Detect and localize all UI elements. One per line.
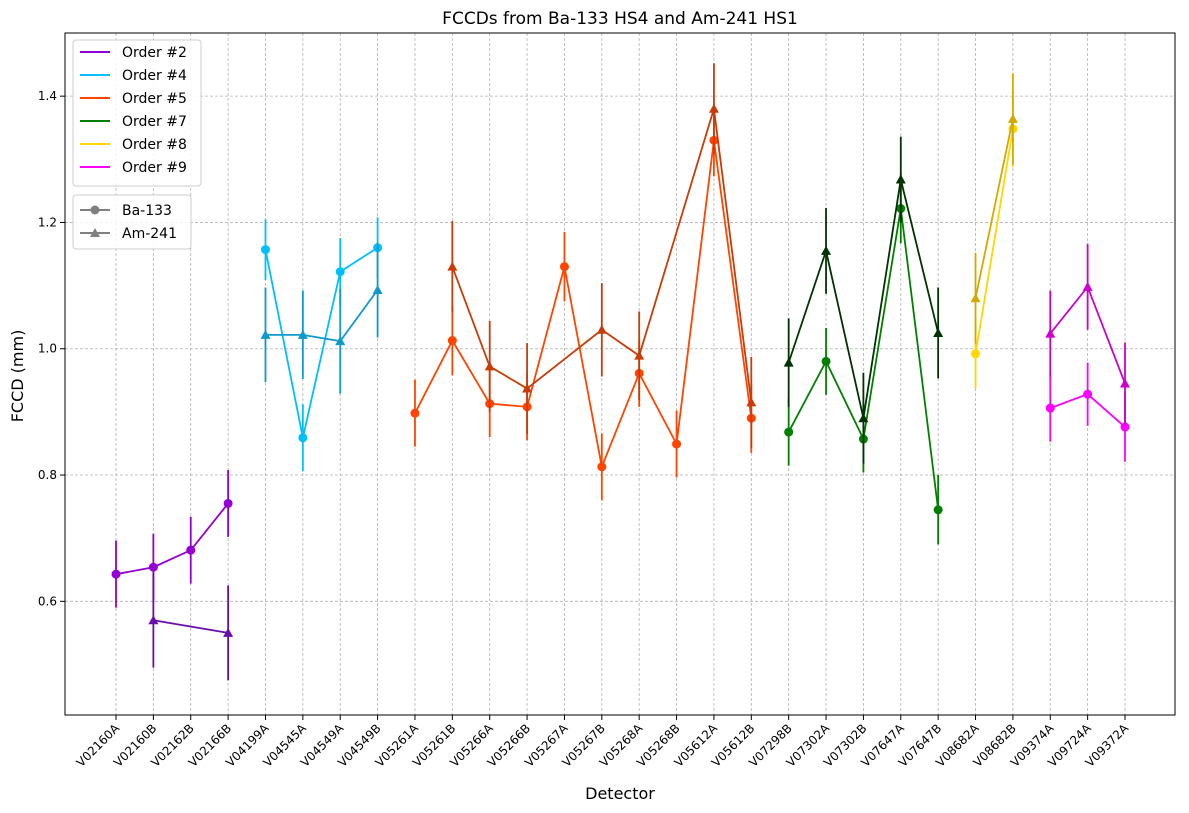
y-tick-label: 0.6 — [38, 594, 57, 608]
series-4-am-241 — [260, 242, 383, 394]
series-7-am-241 — [783, 136, 944, 464]
y-tick-label: 1.0 — [38, 342, 57, 356]
data-point — [933, 505, 943, 515]
data-point — [148, 615, 159, 625]
legend-orders-box — [72, 39, 202, 187]
data-point — [970, 293, 981, 303]
data-point — [821, 245, 832, 255]
data-point — [895, 174, 906, 184]
data-point — [672, 439, 682, 449]
data-point — [821, 356, 831, 366]
y-tick-label: 1.2 — [38, 215, 57, 229]
series-5-ba-133 — [410, 104, 756, 501]
legend-marker — [90, 205, 100, 215]
legend-marker — [90, 228, 100, 237]
data-point — [186, 545, 196, 555]
legend-label: Order #5 — [122, 91, 187, 107]
x-ticks: V02160AV02160BV02162BV02166BV04199AV0454… — [74, 715, 1132, 770]
legend-label: Am-241 — [122, 226, 177, 242]
series-line — [153, 619, 229, 634]
series-line — [974, 128, 1014, 354]
legend-label: Ba-133 — [122, 203, 172, 219]
data-point — [1045, 403, 1055, 413]
series-4-ba-133 — [260, 217, 383, 472]
data-point — [410, 408, 420, 418]
data-point — [596, 324, 607, 334]
data-point — [1082, 281, 1093, 291]
data-point — [260, 245, 270, 255]
legend-entry: Order #4 — [80, 68, 187, 84]
data-point — [335, 267, 345, 277]
y-tick-label: 1.4 — [38, 89, 57, 103]
legend-orders: Order #2 Order #4 Order #5 Order #7 Order #8… — [72, 39, 202, 187]
x-axis-label: Detector — [585, 784, 655, 803]
series-line — [974, 118, 1014, 299]
data-point — [708, 103, 719, 113]
series-line — [264, 246, 379, 438]
data-point — [1083, 389, 1093, 399]
data-point — [372, 285, 383, 295]
series-9-am-241 — [1045, 243, 1130, 425]
data-point — [522, 383, 533, 393]
legend-entry: Order #9 — [80, 160, 187, 176]
data-point — [223, 627, 234, 637]
legend-entry: Order #7 — [80, 114, 187, 130]
series-line — [414, 140, 753, 471]
legend-label: Order #9 — [122, 160, 187, 176]
data-point — [148, 562, 158, 572]
data-point — [447, 336, 457, 346]
legend-entry: Order #2 — [80, 45, 187, 61]
legend-label: Order #4 — [122, 68, 187, 84]
data-point — [783, 357, 794, 367]
legend-label: Order #8 — [122, 137, 187, 153]
data-point — [933, 327, 944, 337]
series-2-ba-133 — [111, 469, 233, 608]
data-point — [559, 262, 569, 272]
data-point — [597, 462, 607, 472]
series-8-ba-133 — [971, 91, 1018, 389]
data-point — [1120, 422, 1130, 432]
data-point — [634, 350, 645, 360]
plot-frame — [64, 32, 1176, 716]
data-point — [971, 349, 981, 359]
series-2-am-241 — [148, 572, 234, 681]
y-tick-label: 0.8 — [38, 468, 57, 482]
legend-sources-box — [72, 194, 192, 250]
legend-entry: Order #5 — [80, 91, 187, 107]
data-point — [746, 397, 757, 407]
series-9-ba-133 — [1045, 362, 1130, 462]
data-point — [1007, 113, 1018, 123]
series-layer — [111, 63, 1130, 681]
series-8-am-241 — [970, 73, 1018, 344]
legend-label: Order #2 — [122, 45, 187, 61]
grid — [65, 33, 1175, 715]
legend-entry: Am-241 — [80, 226, 177, 242]
data-point — [858, 413, 869, 423]
y-ticks: 0.6 0.8 1.0 1.2 1.4 — [38, 89, 65, 608]
data-point — [447, 261, 458, 271]
series-5-am-241 — [447, 63, 757, 448]
data-point — [223, 498, 233, 508]
y-axis-label: FCCD (mm) — [8, 330, 27, 423]
data-point — [111, 569, 121, 579]
data-point — [298, 433, 308, 443]
series-line — [115, 502, 229, 576]
legend-entry: Ba-133 — [80, 203, 172, 219]
data-point — [335, 336, 346, 346]
data-point — [484, 361, 495, 371]
series-line — [265, 289, 379, 343]
chart-title: FCCDs from Ba-133 HS4 and Am-241 HS1 — [442, 9, 798, 29]
legend-entry: Order #8 — [80, 137, 187, 153]
data-point — [784, 427, 794, 437]
data-point — [297, 329, 308, 339]
data-point — [260, 329, 271, 339]
legend-sources: Ba-133 Am-241 — [72, 194, 192, 250]
data-point — [1120, 378, 1130, 388]
data-point — [1045, 328, 1056, 338]
legend-label: Order #7 — [122, 114, 187, 130]
